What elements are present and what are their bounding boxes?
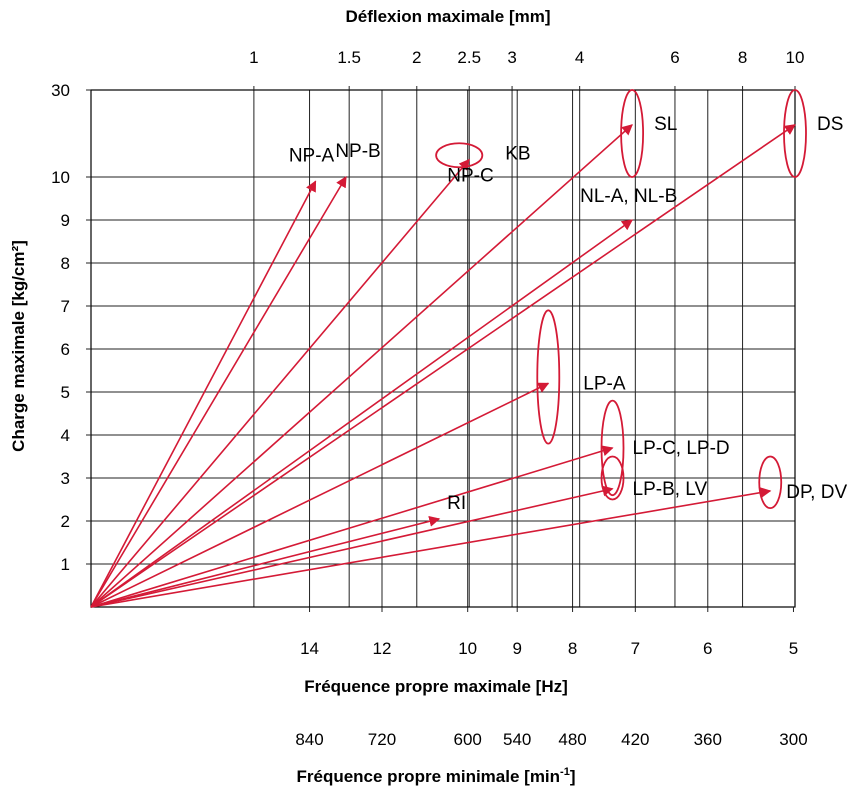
rpm-tick-label: 420 [621, 730, 649, 749]
x-tick-label: 7 [631, 639, 640, 658]
series-label-ds: DS [817, 114, 843, 135]
y-tick-label: 1 [61, 555, 70, 574]
series-label-lp-a: LP-A [583, 373, 626, 394]
y-tick-label: 8 [61, 254, 70, 273]
y-tick-label: 6 [61, 340, 70, 359]
series-label-np-b: NP-B [335, 141, 380, 162]
y-tick-label: 7 [61, 297, 70, 316]
y-tick-label: 4 [61, 426, 70, 445]
ellipse-lp-a [536, 309, 561, 445]
y-tick-label: 3 [61, 469, 70, 488]
top-tick-label: 3 [507, 48, 516, 67]
top-tick-label: 1 [249, 48, 258, 67]
arrow-np-b [90, 176, 347, 608]
x-axis-title: Fréquence propre maximale [Hz] [304, 677, 568, 696]
ellipse-kb [435, 142, 484, 169]
arrow-ds [90, 124, 796, 608]
second-x-axis-title-main: Fréquence propre minimale [min [296, 767, 560, 786]
series-label-kb: KB [505, 143, 530, 164]
y-axis-title: Charge maximale [kg/cm²] [9, 240, 28, 452]
rpm-tick-label: 480 [558, 730, 586, 749]
arrow-lp-b-lv [90, 485, 614, 608]
series-label-nl-a-nl-b: NL-A, NL-B [580, 186, 677, 207]
arrow-sl [90, 124, 633, 608]
ellipse-lp-b-lv [600, 455, 625, 501]
series-label-lp-c-lp-d: LP-C, LP-D [633, 438, 730, 459]
top-tick-label: 2 [412, 48, 421, 67]
ellipse-dp-dv [758, 455, 783, 509]
rpm-tick-label: 840 [295, 730, 323, 749]
x-tick-label: 12 [373, 639, 392, 658]
top-tick-label: 6 [670, 48, 679, 67]
arrow-dp-dv [90, 487, 772, 608]
rpm-tick-label: 540 [503, 730, 531, 749]
arrow-lp-c-lp-d [90, 445, 614, 608]
top-tick-label: 1.5 [337, 48, 361, 67]
series-label-np-c: NP-C [447, 166, 493, 187]
ellipse-ds [783, 89, 807, 178]
top-tick-label: 8 [738, 48, 747, 67]
top-tick-label: 4 [575, 48, 584, 67]
series-label-ri: RI [447, 493, 466, 514]
series-label-dp-dv: DP, DV [786, 482, 847, 503]
series-label-lp-b-lv: LP-B, LV [633, 479, 708, 500]
rpm-tick-label: 600 [454, 730, 482, 749]
ellipse-sl [620, 89, 645, 178]
x-tick-label: 6 [703, 639, 712, 658]
y-tick-label: 10 [51, 168, 70, 187]
arrow-np-a [90, 180, 317, 608]
rpm-tick-label: 360 [694, 730, 722, 749]
top-tick-label: 10 [786, 48, 805, 67]
y-tick-label: 5 [61, 383, 70, 402]
grid [91, 89, 796, 607]
top-axis-title: Déflexion maximale [mm] [345, 7, 550, 26]
second-x-axis-title: Fréquence propre minimale [min-1] [296, 766, 575, 786]
arrow-nl-a-nl-b [90, 219, 634, 608]
rpm-tick-label: 720 [368, 730, 396, 749]
arrow-ri [90, 515, 441, 608]
x-tick-label: 10 [458, 639, 477, 658]
second-x-axis-title-sup: -1 [560, 766, 570, 778]
y-tick-label: 30 [51, 81, 70, 100]
arrow-np-c [90, 158, 470, 608]
top-tick-label: 2.5 [457, 48, 481, 67]
rpm-tick-label: 300 [779, 730, 807, 749]
x-tick-label: 14 [300, 639, 319, 658]
y-tick-label: 2 [61, 512, 70, 531]
series-label-sl: SL [654, 114, 677, 135]
x-tick-label: 5 [789, 639, 798, 658]
series: NP-A NP-B NP-C KB SL DS NL-A, NL-B LP-A LP-C, LP… [90, 89, 847, 608]
series-label-np-a: NP-A [289, 145, 335, 166]
x-tick-label: 9 [512, 639, 521, 658]
y-tick-label: 9 [61, 211, 70, 230]
x-tick-label: 8 [568, 639, 577, 658]
arrow-lp-a [90, 382, 550, 608]
second-x-axis-title-end: ] [570, 767, 576, 786]
